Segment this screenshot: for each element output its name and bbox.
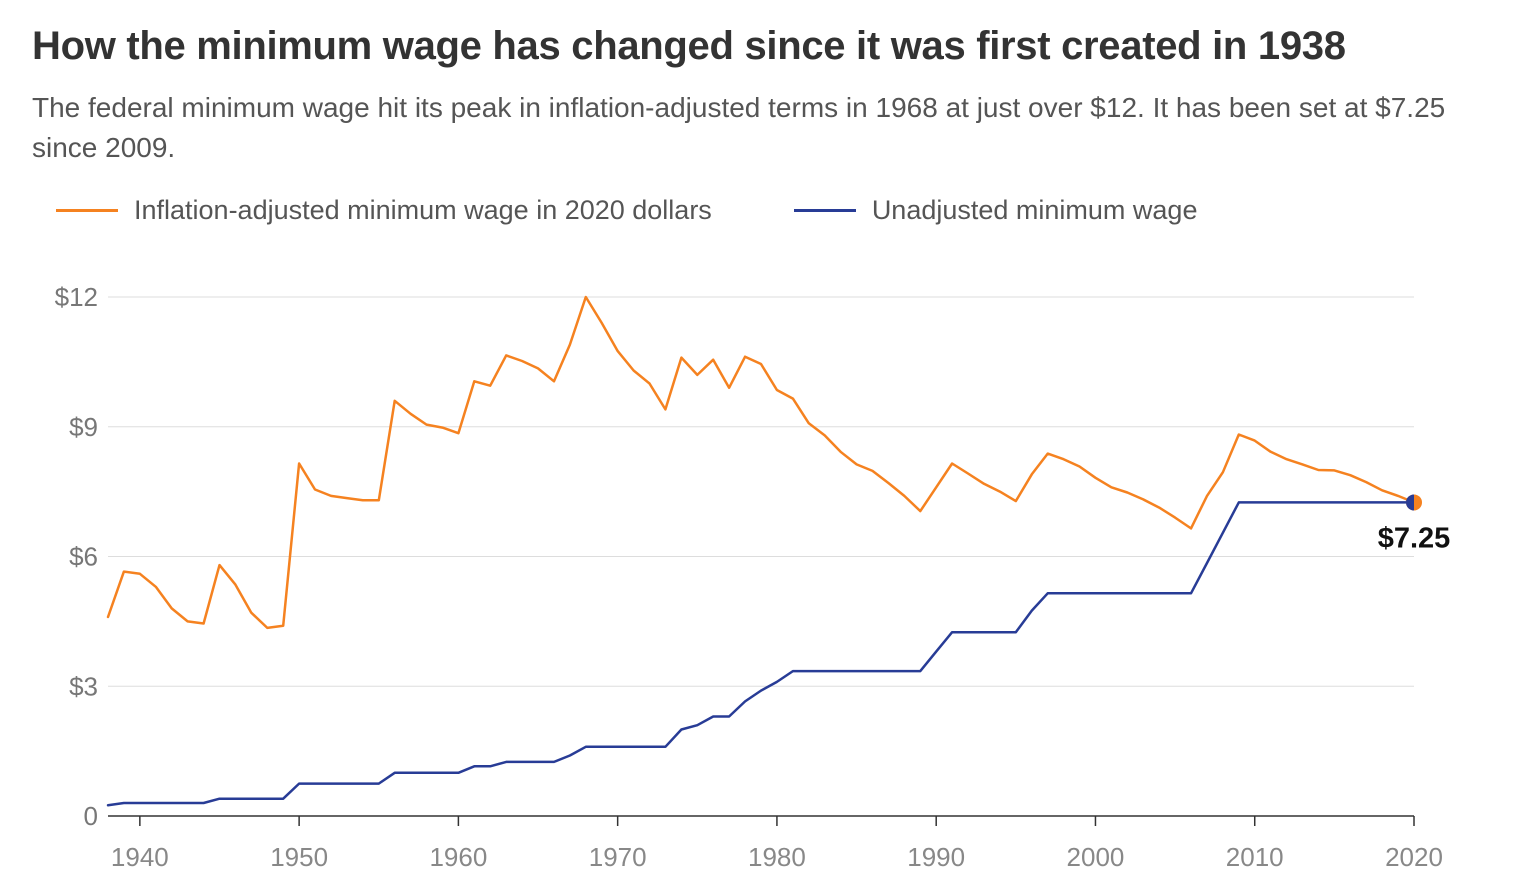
annotation-label-final-value: $7.25 (1378, 522, 1451, 554)
legend-item-unadjusted: Unadjusted minimum wage (793, 194, 1198, 226)
legend-swatch-blue (793, 208, 856, 212)
series-line-1 (106, 501, 1416, 807)
legend: Inflation-adjusted minimum wage in 2020 … (56, 190, 1279, 230)
x-tick-label-1990: 1990 (907, 842, 965, 872)
x-tick-label-1940: 1940 (111, 842, 169, 872)
x-tick-label-1950: 1950 (270, 842, 328, 872)
y-tick-label-3: $3 (69, 671, 98, 701)
legend-label-unadjusted: Unadjusted minimum wage (871, 194, 1198, 225)
x-tick-label-1980: 1980 (748, 842, 806, 872)
legend-label-inflation-adjusted: Inflation-adjusted minimum wage in 2020 … (134, 194, 712, 225)
chart-title: How the minimum wage has changed since i… (32, 24, 1346, 68)
x-tick-label-2000: 2000 (1067, 842, 1125, 872)
legend-item-inflation-adjusted: Inflation-adjusted minimum wage in 2020 … (56, 195, 712, 226)
y-tick-label-6: $6 (69, 542, 98, 572)
x-tick-label-1970: 1970 (589, 842, 647, 872)
x-tick-label-2010: 2010 (1226, 842, 1284, 872)
chart-subtitle: The federal minimum wage hit its peak in… (32, 92, 1446, 163)
legend-swatch-orange (56, 208, 118, 212)
y-tick-label-0: 0 (84, 801, 98, 831)
y-tick-label-9: $9 (69, 412, 98, 442)
y-tick-label-12: $12 (55, 282, 98, 312)
end-point-unadjusted (1406, 494, 1414, 511)
x-tick-label-2020: 2020 (1385, 842, 1443, 872)
series-line-0 (106, 295, 1416, 630)
x-tick-label-1960: 1960 (429, 842, 487, 872)
